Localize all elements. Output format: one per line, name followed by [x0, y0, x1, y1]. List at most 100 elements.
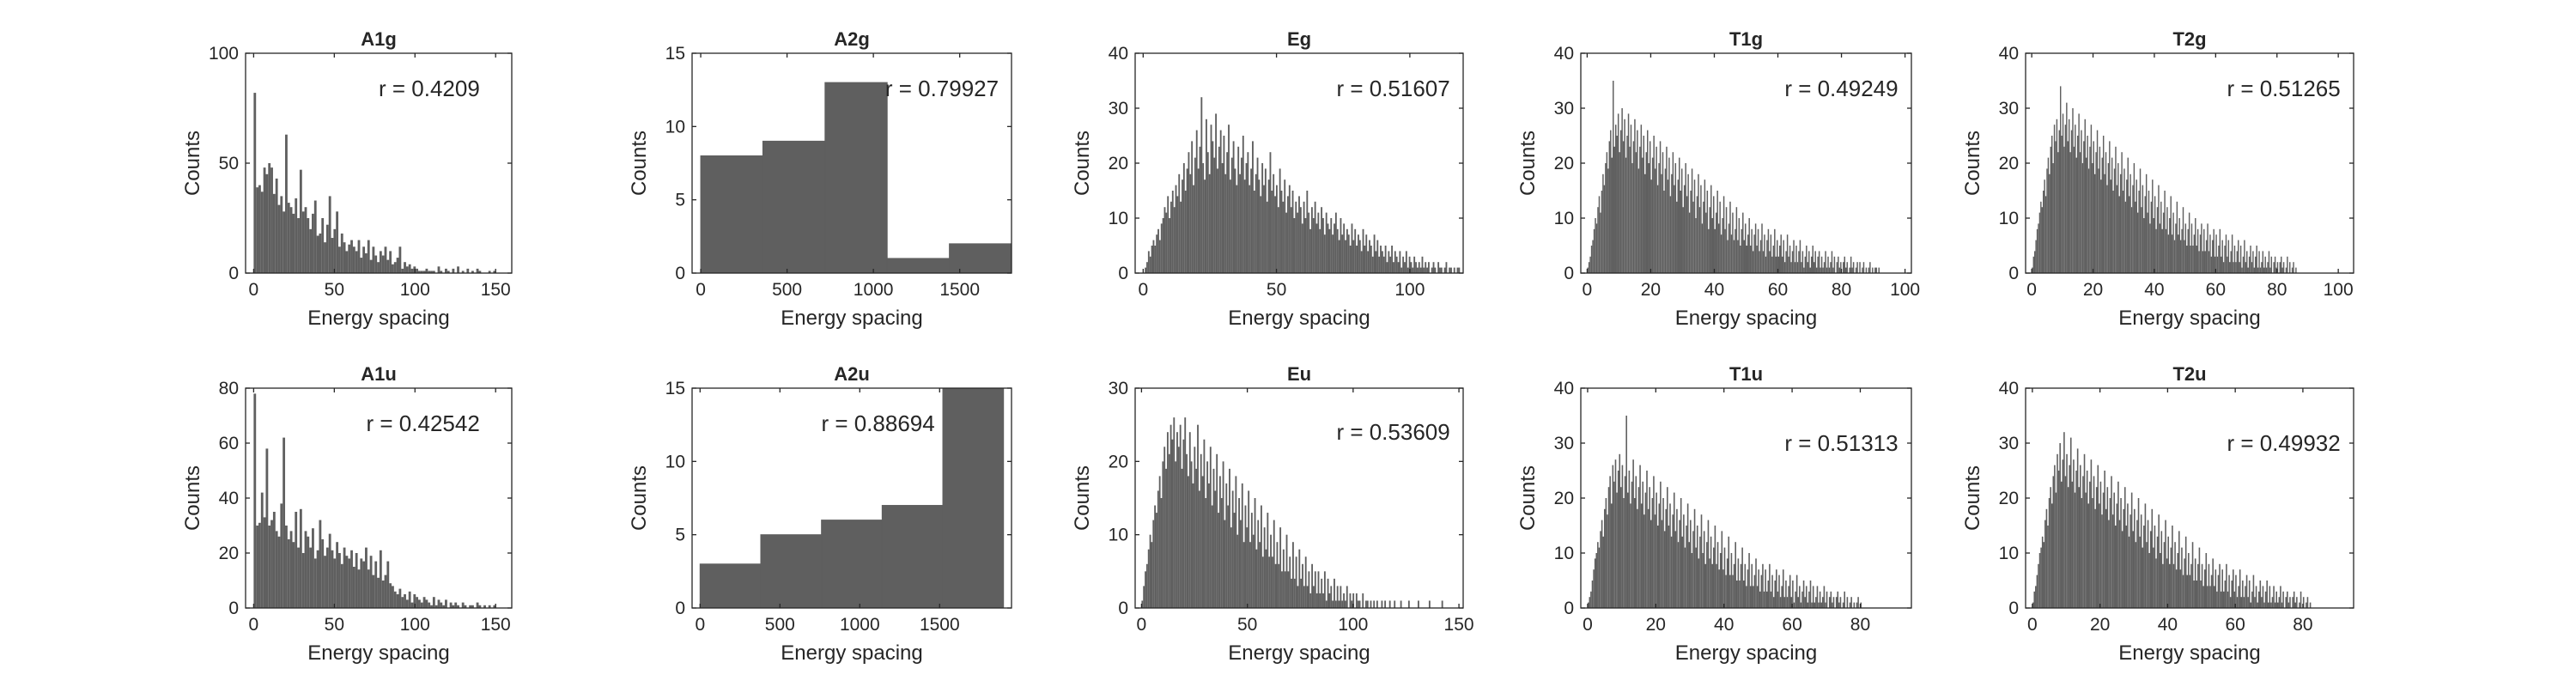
histogram-bar — [1381, 600, 1383, 608]
histogram-bar — [1658, 503, 1661, 608]
histogram-bar — [1300, 578, 1303, 608]
histogram-bar — [1168, 453, 1170, 608]
histogram-bar — [1157, 490, 1159, 608]
histogram-bar — [425, 268, 428, 273]
histogram-bar — [2112, 191, 2114, 273]
histogram-bar — [2265, 267, 2268, 273]
histogram-bar — [1761, 223, 1763, 273]
histogram-bar — [1625, 416, 1627, 608]
histogram-bar — [307, 218, 310, 273]
histogram-bar — [1152, 240, 1155, 273]
histogram-bar — [1365, 600, 1367, 608]
x-tick-label: 50 — [325, 615, 344, 635]
histogram-bar — [2203, 228, 2205, 273]
histogram-bar — [2188, 553, 2190, 608]
histogram-bar — [2190, 223, 2193, 273]
histogram-bar — [372, 246, 375, 273]
histogram-bar — [428, 602, 431, 608]
histogram-bar — [1776, 569, 1777, 608]
histogram-bar — [2213, 586, 2215, 608]
histogram-bar — [2161, 228, 2163, 273]
histogram-bar — [1270, 534, 1272, 608]
histogram-bar — [1309, 228, 1311, 273]
histogram-bar — [2050, 146, 2051, 273]
histogram-bar — [1788, 586, 1789, 608]
histogram-bar — [1206, 461, 1209, 608]
histogram-bar — [1661, 520, 1663, 608]
histogram-bar — [1330, 218, 1333, 273]
histogram-bar — [1239, 520, 1242, 608]
histogram-bar — [2089, 146, 2091, 273]
histogram-bar — [2162, 563, 2164, 608]
histogram-bar — [340, 563, 343, 608]
histogram-bar — [2189, 575, 2191, 608]
histogram-bar — [2219, 228, 2221, 273]
histogram-bar — [1642, 157, 1643, 273]
histogram-bar — [1194, 447, 1196, 608]
histogram-bar — [1437, 262, 1440, 273]
histogram-bar — [2075, 471, 2077, 608]
histogram-bar — [280, 503, 283, 608]
y-tick-label: 60 — [219, 434, 239, 453]
histogram-bar — [699, 563, 762, 609]
histogram-bar — [1410, 262, 1413, 273]
histogram-bar — [263, 167, 266, 273]
histogram-bar — [1249, 542, 1251, 608]
histogram-bar — [1406, 267, 1409, 273]
histogram-bar — [1182, 179, 1183, 273]
histogram-bar — [1323, 234, 1326, 273]
histogram-bar — [1177, 447, 1180, 608]
histogram-bar — [471, 605, 474, 608]
histogram-bar — [1713, 196, 1715, 273]
histogram-bar — [1721, 531, 1723, 608]
histogram-bar — [1319, 228, 1321, 273]
panel-title: A1u — [361, 363, 397, 385]
histogram-bar — [1340, 218, 1342, 273]
histogram-bar — [1686, 526, 1687, 608]
histogram-bar — [1850, 597, 1852, 608]
histogram-bar — [1288, 185, 1291, 273]
histogram-bar — [1774, 228, 1776, 273]
histogram-bar — [2073, 459, 2075, 608]
histogram-bar — [2140, 514, 2142, 608]
histogram-bar — [1198, 490, 1200, 608]
histogram-bar — [1837, 591, 1839, 608]
histogram-bar — [1315, 593, 1318, 608]
histogram-bar — [1285, 212, 1288, 273]
histogram-bar — [432, 597, 435, 608]
histogram-bar — [1293, 218, 1296, 273]
histogram-bar — [416, 268, 419, 273]
histogram-bar — [2186, 246, 2188, 273]
histogram-bar — [1418, 262, 1420, 273]
histogram-bar — [1669, 196, 1672, 273]
histogram-bar — [2147, 520, 2149, 608]
histogram-bar — [1823, 262, 1826, 273]
histogram-bar — [2059, 443, 2061, 608]
histogram-bar — [1229, 179, 1231, 273]
histogram-bar — [1260, 196, 1262, 273]
x-axis-label: Energy spacing — [1228, 307, 1370, 330]
histogram-bar — [2170, 196, 2172, 273]
histogram-bar — [1334, 212, 1337, 273]
histogram-bar — [2279, 262, 2281, 273]
histogram-bar — [343, 242, 346, 273]
histogram-bar — [1763, 591, 1765, 608]
histogram-bar — [1607, 168, 1609, 273]
histogram-bar — [384, 575, 387, 608]
histogram-bar — [2069, 437, 2072, 608]
histogram-bar — [1197, 168, 1200, 273]
histogram-bar — [1228, 125, 1230, 273]
histogram-bar — [1319, 593, 1321, 608]
histogram-bar — [1780, 234, 1782, 273]
panel-title: A2g — [834, 28, 870, 50]
histogram-bar — [1154, 246, 1157, 273]
histogram-bar — [1282, 549, 1285, 608]
histogram-bar — [253, 93, 257, 273]
histogram-bar — [2041, 536, 2044, 608]
histogram-bar — [2267, 262, 2269, 273]
histogram-bar — [2144, 503, 2147, 608]
histogram-bar — [1380, 246, 1382, 273]
histogram-bar — [1182, 439, 1185, 608]
histogram-bar — [2182, 575, 2184, 608]
histogram-bar — [1711, 563, 1713, 608]
